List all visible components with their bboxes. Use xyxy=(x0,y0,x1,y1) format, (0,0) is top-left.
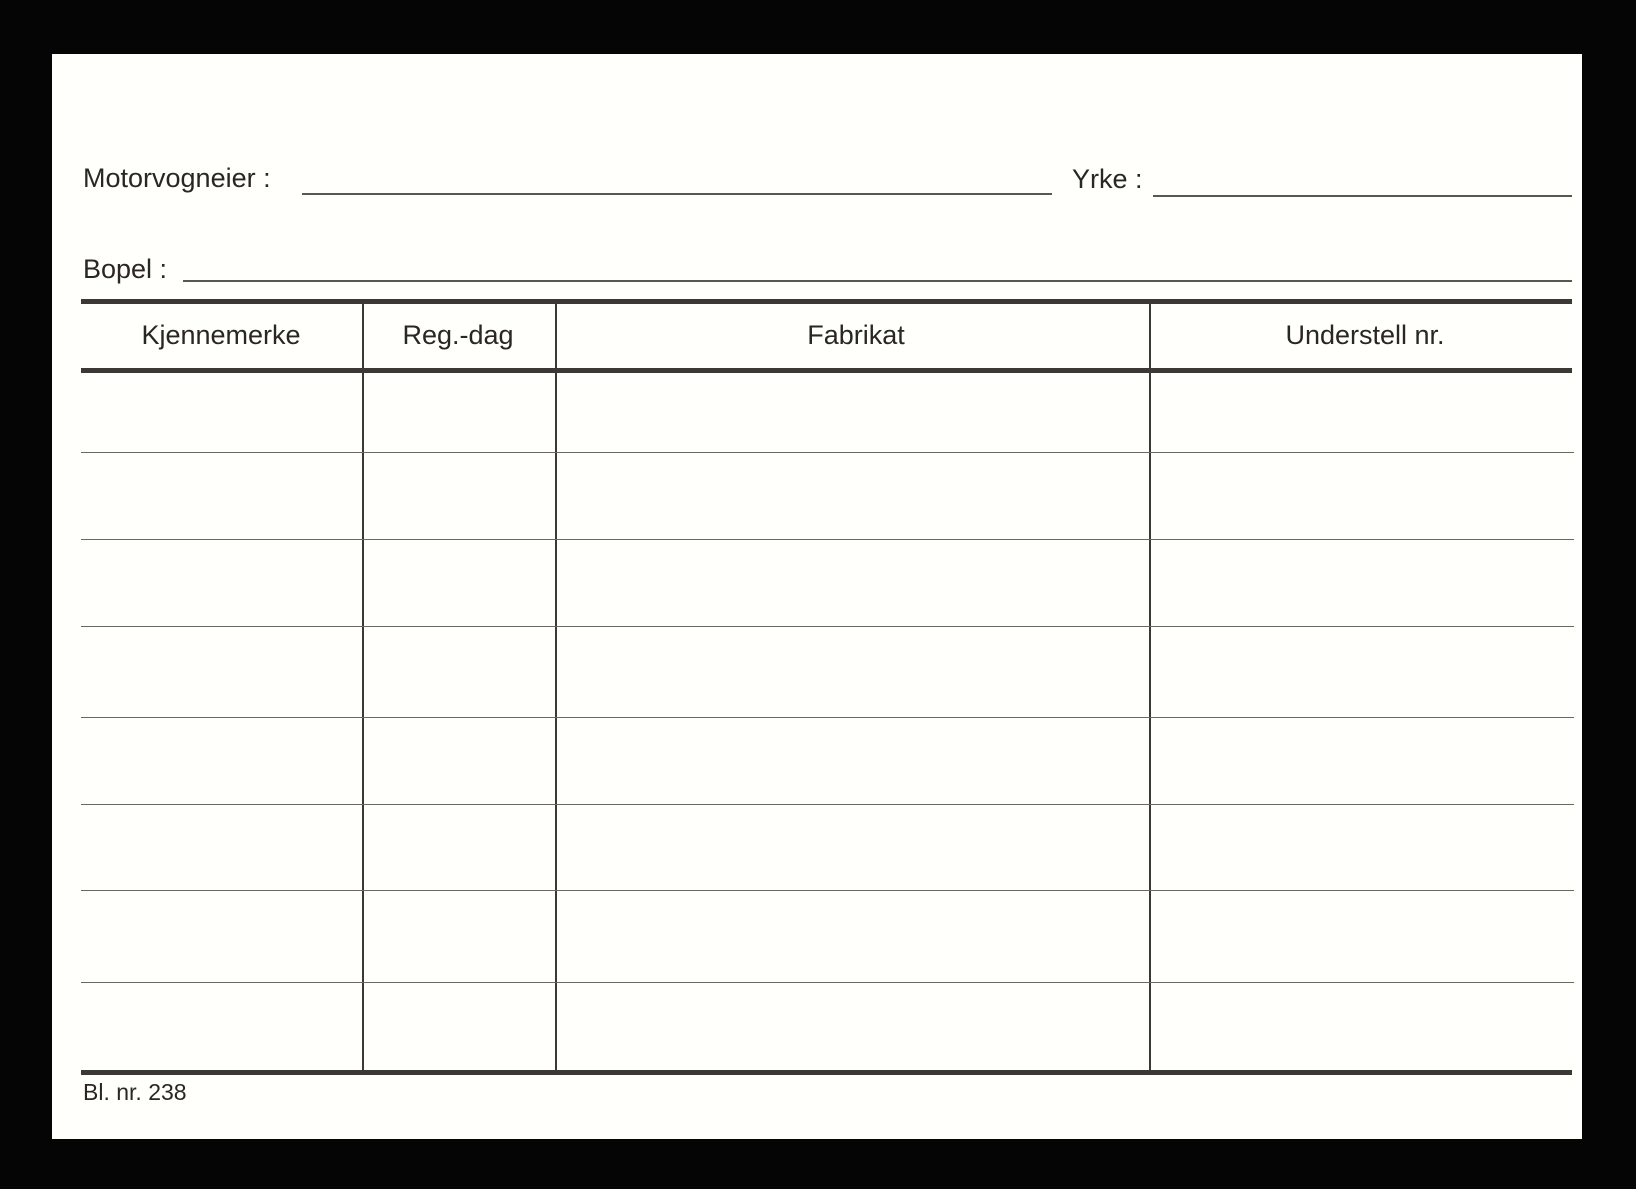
column-divider xyxy=(1149,300,1151,1075)
registration-card: Motorvogneier : Yrke : Bopel : Kjennemer… xyxy=(52,54,1582,1139)
header-reg-dag: Reg.-dag xyxy=(402,320,514,350)
header-understell-nr: Understell nr. xyxy=(1285,320,1445,350)
table-top-rule xyxy=(81,299,1572,304)
owner-field[interactable] xyxy=(302,193,1052,195)
header-bottom-rule xyxy=(81,368,1572,373)
occupation-label: Yrke : xyxy=(1072,164,1143,194)
address-label: Bopel : xyxy=(83,254,168,284)
table-row-line xyxy=(81,890,1574,891)
table-row-line xyxy=(81,717,1574,718)
address-field[interactable] xyxy=(183,280,1572,282)
column-divider xyxy=(555,300,557,1075)
table-row-line xyxy=(81,539,1574,540)
column-divider xyxy=(362,300,364,1075)
owner-label: Motorvogneier : xyxy=(83,163,271,193)
occupation-field[interactable] xyxy=(1153,195,1572,197)
table-row-line xyxy=(81,982,1574,983)
header-fabrikat: Fabrikat xyxy=(807,320,905,350)
table-bottom-rule xyxy=(81,1070,1572,1075)
table-row-line xyxy=(81,804,1574,805)
table-row-line xyxy=(81,452,1574,453)
form-number: Bl. nr. 238 xyxy=(83,1079,187,1105)
table-row-line xyxy=(81,626,1574,627)
header-kjennemerke: Kjennemerke xyxy=(141,320,301,350)
